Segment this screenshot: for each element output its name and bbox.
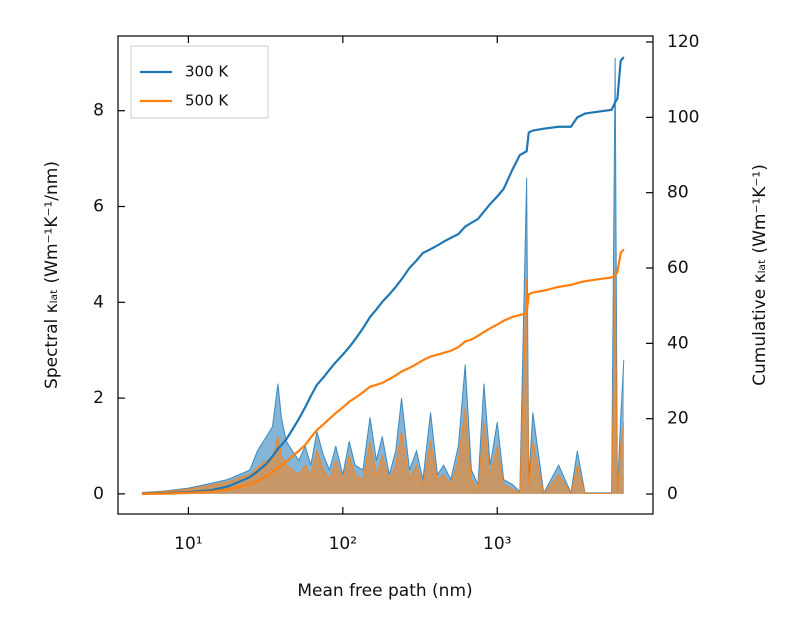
x-tick-label: 10² xyxy=(329,534,357,554)
y-tick-label: 6 xyxy=(93,197,104,217)
spectral-area xyxy=(141,58,624,494)
y-tick-label: 4 xyxy=(93,292,104,312)
y2-tick-label: 100 xyxy=(667,107,699,127)
y2-tick-label: 60 xyxy=(667,258,689,278)
cumulative-line xyxy=(141,248,625,495)
x-tick-label: 10³ xyxy=(483,534,511,554)
x-axis-label: Mean free path (nm) xyxy=(297,581,472,601)
y-tick-label: 8 xyxy=(93,101,104,121)
spectral-line xyxy=(141,268,625,495)
spectral-line xyxy=(141,58,625,495)
legend-label: 300 K xyxy=(185,63,229,81)
cumulative-line xyxy=(141,56,625,495)
y2-axis-label: Cumulative κₗₐₜ (Wm⁻¹K⁻¹) xyxy=(750,164,770,386)
legend-label: 500 K xyxy=(185,92,229,110)
y2-tick-label: 120 xyxy=(667,32,699,52)
y-tick-label: 2 xyxy=(93,388,104,408)
y2-tick-label: 40 xyxy=(667,333,689,353)
y-axis-label: Spectral κₗₐₜ (Wm⁻¹K⁻¹/nm) xyxy=(42,161,62,389)
x-tick-label: 10¹ xyxy=(174,534,202,554)
y2-tick-label: 80 xyxy=(667,183,689,203)
y-tick-label: 0 xyxy=(93,484,104,504)
legend-box xyxy=(130,45,269,119)
plot-frame xyxy=(117,35,654,515)
y2-tick-label: 20 xyxy=(667,409,689,429)
y2-tick-label: 0 xyxy=(667,484,678,504)
